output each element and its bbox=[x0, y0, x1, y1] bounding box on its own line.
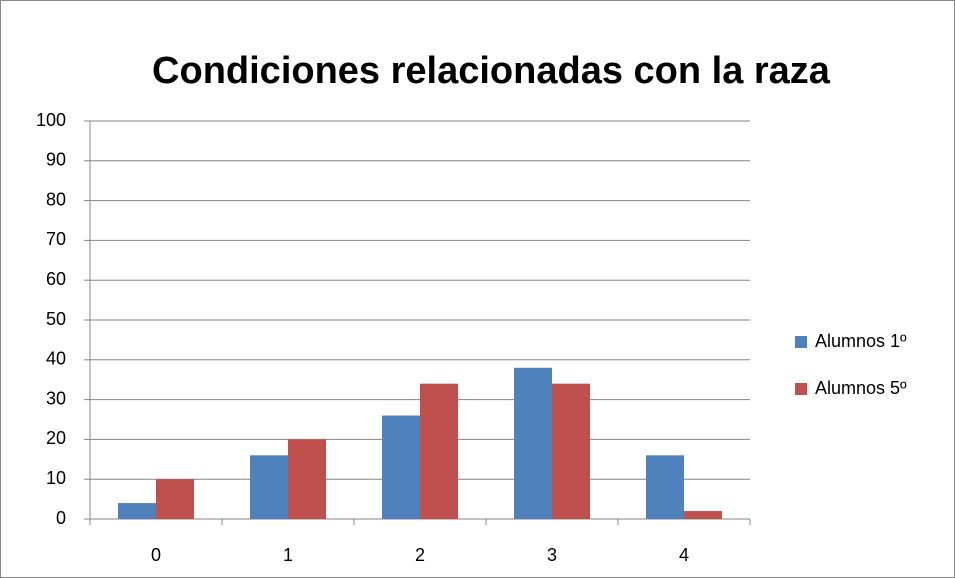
y-tick-label: 0 bbox=[56, 508, 66, 528]
legend-label: Alumnos 1º bbox=[815, 331, 907, 351]
bar bbox=[420, 383, 458, 519]
x-tick-label: 3 bbox=[547, 545, 557, 565]
x-tick-label: 0 bbox=[151, 545, 161, 565]
y-tick-label: 40 bbox=[46, 349, 66, 369]
bar bbox=[514, 367, 552, 519]
y-tick-label: 50 bbox=[46, 309, 66, 329]
legend-swatch bbox=[795, 383, 807, 395]
bar bbox=[684, 511, 722, 519]
x-tick-label: 2 bbox=[415, 545, 425, 565]
y-tick-label: 60 bbox=[46, 269, 66, 289]
bar bbox=[552, 383, 590, 519]
bar bbox=[288, 439, 326, 519]
legend-label: Alumnos 5º bbox=[815, 378, 907, 398]
y-tick-label: 90 bbox=[46, 150, 66, 170]
bar bbox=[118, 503, 156, 519]
bar bbox=[646, 455, 684, 519]
y-tick-label: 80 bbox=[46, 189, 66, 209]
x-tick-label: 4 bbox=[679, 545, 689, 565]
bar bbox=[156, 479, 194, 519]
y-tick-label: 20 bbox=[46, 428, 66, 448]
bar bbox=[382, 415, 420, 519]
y-tick-label: 10 bbox=[46, 468, 66, 488]
x-tick-label: 1 bbox=[283, 545, 293, 565]
y-tick-label: 30 bbox=[46, 388, 66, 408]
chart-title: Condiciones relacionadas con la raza bbox=[152, 50, 831, 92]
legend-swatch bbox=[795, 336, 807, 348]
y-tick-label: 100 bbox=[36, 110, 66, 130]
bar bbox=[250, 455, 288, 519]
y-tick-label: 70 bbox=[46, 229, 66, 249]
